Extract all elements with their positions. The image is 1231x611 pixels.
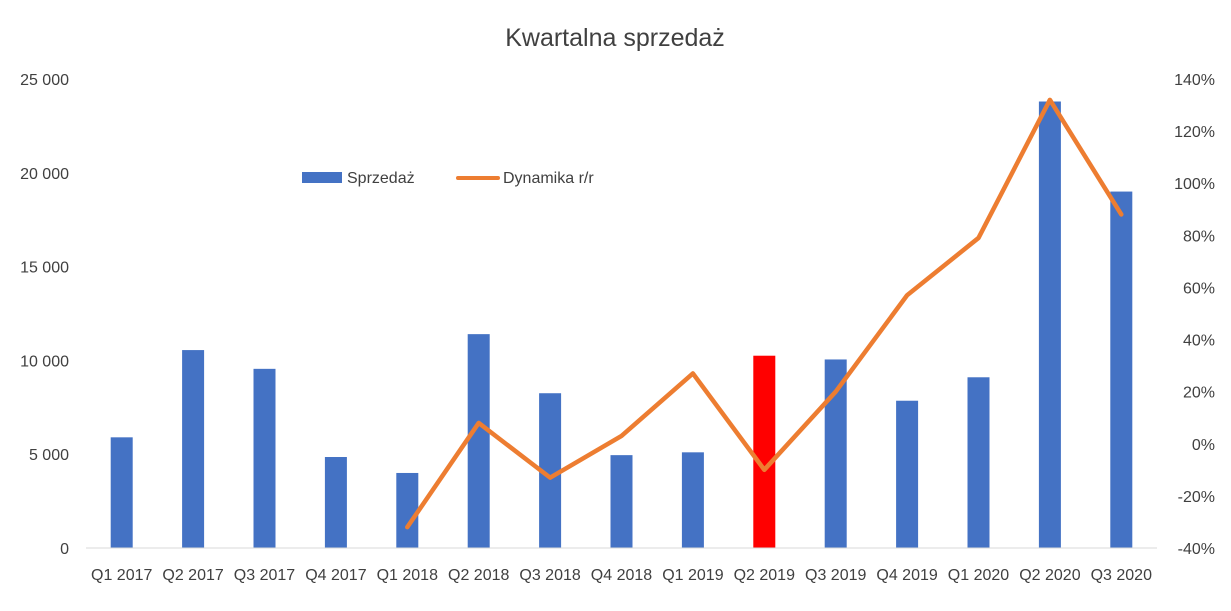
bar-q3-2018	[539, 393, 562, 548]
bars-group	[110, 101, 1133, 548]
bar-q4-2019	[896, 400, 919, 548]
right-tick-label: -20%	[1178, 489, 1215, 506]
chart-title: Kwartalna sprzedaż	[505, 24, 725, 52]
left-tick-label: 15 000	[20, 260, 69, 277]
x-tick-label: Q2 2019	[734, 567, 795, 584]
bar-q1-2017	[110, 437, 133, 548]
right-tick-label: -40%	[1178, 541, 1215, 558]
right-tick-label: 140%	[1174, 72, 1215, 89]
x-tick-label: Q3 2018	[519, 567, 580, 584]
right-axis-ticks: -40% -20% 0% 20% 40% 60% 80% 100% 120% 140%	[1174, 72, 1215, 558]
x-tick-label: Q3 2020	[1091, 567, 1152, 584]
right-tick-label: 80%	[1183, 228, 1215, 245]
bar-q2-2018	[467, 334, 490, 548]
bar-q2-2020	[1038, 101, 1061, 548]
bar-q3-2020	[1110, 191, 1133, 548]
left-tick-label: 25 000	[20, 72, 69, 89]
bar-q2-2017	[182, 350, 205, 548]
left-tick-label: 0	[60, 541, 69, 558]
legend-line-label: Dynamika r/r	[503, 170, 594, 187]
legend-bar-label: Sprzedaż	[347, 170, 415, 187]
bar-q4-2017	[324, 457, 347, 548]
bar-q1-2020	[967, 377, 990, 548]
x-tick-label: Q4 2019	[876, 567, 937, 584]
x-tick-label: Q4 2018	[591, 567, 652, 584]
right-tick-label: 0%	[1192, 437, 1215, 454]
bar-q3-2019	[824, 359, 847, 548]
left-tick-label: 20 000	[20, 166, 69, 183]
left-tick-label: 10 000	[20, 353, 69, 370]
bar-q3-2017	[253, 368, 276, 548]
right-tick-label: 40%	[1183, 333, 1215, 350]
right-tick-label: 120%	[1174, 124, 1215, 141]
x-tick-label: Q1 2017	[91, 567, 152, 584]
x-tick-label: Q1 2020	[948, 567, 1009, 584]
right-tick-label: 60%	[1183, 280, 1215, 297]
legend: Sprzedaż Dynamika r/r	[302, 170, 594, 187]
x-tick-label: Q3 2019	[805, 567, 866, 584]
x-tick-label: Q4 2017	[305, 567, 366, 584]
right-tick-label: 100%	[1174, 176, 1215, 193]
x-tick-label: Q2 2017	[162, 567, 223, 584]
left-tick-label: 5 000	[29, 447, 69, 464]
x-tick-label: Q2 2020	[1019, 567, 1080, 584]
x-tick-label: Q1 2019	[662, 567, 723, 584]
x-tick-label: Q1 2018	[377, 567, 438, 584]
bar-q2-2019	[753, 355, 776, 548]
bar-q1-2019	[681, 452, 704, 548]
x-axis-ticks: Q1 2017 Q2 2017 Q3 2017 Q4 2017 Q1 2018 Q2 20…	[91, 567, 1152, 584]
right-tick-label: 20%	[1183, 385, 1215, 402]
line-series-group	[405, 97, 1124, 530]
x-tick-label: Q2 2018	[448, 567, 509, 584]
left-axis-ticks: 0 5 000 10 000 15 000 20 000 25 000	[20, 72, 69, 558]
legend-bar-swatch	[302, 172, 342, 183]
bar-q1-2018	[396, 472, 419, 548]
bar-q4-2018	[610, 455, 633, 548]
x-tick-label: Q3 2017	[234, 567, 295, 584]
